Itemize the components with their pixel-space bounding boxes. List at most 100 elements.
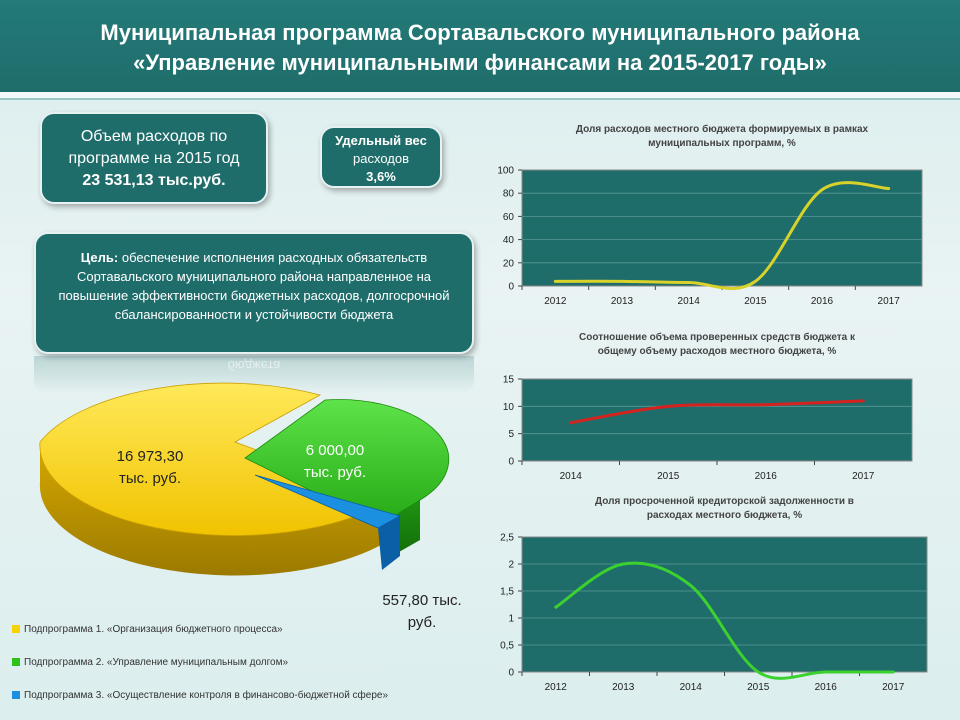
chart1-ytick-label: 60 — [503, 212, 515, 223]
chart2-ytick-label: 5 — [508, 429, 514, 440]
chart3-point — [554, 606, 557, 609]
expense-volume-box: Объем расходов по программе на 2015 год … — [40, 112, 268, 204]
line-chart-overdue-debt: Доля просроченной кредиторской задолженн… — [500, 496, 928, 693]
pie-slice-3-side — [378, 516, 400, 570]
chart3-ytick-label: 1 — [508, 614, 514, 625]
chart1-title-line2: муниципальных программ, % — [648, 138, 796, 149]
chart3-ytick-label: 2,5 — [500, 533, 514, 544]
header-divider — [0, 92, 960, 100]
chart3-ytick-label: 1,5 — [500, 587, 514, 598]
pie-label-3-value: 557,80 тыс. — [382, 592, 462, 609]
chart2-ytick-label: 10 — [503, 402, 515, 413]
line-chart-audited-funds: Соотношение объема проверенных средств б… — [503, 331, 913, 482]
goal-text: обеспечение исполнения расходных обязате… — [58, 250, 450, 322]
chart3-series-line — [554, 561, 895, 680]
header: Муниципальная программа Сортавальского м… — [0, 0, 960, 92]
chart1-xtick-label: 2013 — [611, 296, 634, 307]
pie-slice-3 — [254, 474, 402, 529]
share-line2: расходов — [353, 151, 409, 166]
chart2-ytick-label: 0 — [508, 457, 514, 468]
pie-label-3-unit: руб. — [407, 614, 437, 631]
chart1-xtick-label: 2014 — [678, 296, 701, 307]
chart1-xtick-label: 2017 — [878, 296, 901, 307]
chart3-title-line1: Доля просроченной кредиторской задолженн… — [595, 496, 854, 507]
goal-label: Цель: — [80, 250, 119, 265]
legend-item-2: Подпрограмма 2. «Управление муниципальны… — [12, 657, 288, 668]
chart1-plot-area — [521, 169, 923, 287]
chart1-xtick-label: 2015 — [744, 296, 767, 307]
chart1-ytick-label: 0 — [508, 282, 514, 293]
chart3-title-line2: расходах местного бюджета, % — [647, 509, 802, 521]
chart2-point — [764, 403, 767, 406]
chart2-title-line2: общему объему расходов местного бюджета,… — [598, 345, 837, 357]
chart3-xtick-label: 2012 — [545, 682, 568, 693]
legend-label-2: Подпрограмма 2. «Управление муниципальны… — [24, 657, 289, 668]
chart3-point — [622, 562, 625, 566]
pie-slice-1-side — [39, 442, 390, 576]
goal-reflection-text: бюджета — [227, 358, 281, 373]
chart1-point — [820, 188, 824, 191]
chart2-point — [862, 399, 865, 403]
legend-swatch-yellow — [12, 625, 20, 634]
chart2-title-line1: Соотношение объема проверенных средств б… — [579, 331, 856, 343]
chart1-point — [887, 187, 890, 190]
chart1-point — [754, 280, 757, 283]
chart3-xtick-label: 2013 — [612, 682, 635, 693]
expense-share-box: Удельный вес расходов 3,6% — [320, 126, 442, 188]
chart3-point — [892, 670, 895, 674]
chart1-ytick-label: 40 — [503, 235, 515, 246]
chart3-xtick-label: 2014 — [680, 682, 703, 693]
chart1-series-line — [553, 181, 891, 291]
chart3-point — [757, 670, 760, 674]
volume-value: 23 531,13 тыс.руб. — [82, 172, 226, 189]
chart1-ytick-label: 80 — [503, 189, 515, 200]
chart1-point — [620, 280, 624, 283]
pie-label-2: 6 000,00 тыс. руб. — [290, 440, 380, 484]
chart2-xtick-label: 2016 — [755, 471, 778, 482]
share-value: 3,6% — [366, 169, 396, 184]
chart2-xtick-label: 2014 — [560, 471, 583, 482]
share-line1: Удельный вес — [335, 133, 427, 148]
pie-label-1-unit: тыс. руб. — [118, 470, 182, 487]
chart1-point — [687, 281, 690, 284]
chart2-ytick-label: 15 — [503, 375, 515, 386]
page-title: Муниципальная программа Сортавальского м… — [100, 20, 860, 45]
pie-label-2-value: 6 000,00 — [305, 442, 365, 459]
volume-line1: Объем расходов по — [80, 128, 228, 145]
chart1-xtick-label: 2016 — [811, 296, 834, 307]
legend-swatch-green — [12, 658, 20, 667]
chart3-point — [689, 584, 692, 587]
page-subtitle: «Управление муниципальными финансами на … — [133, 50, 827, 75]
pie-slice-1 — [39, 382, 391, 536]
chart2-point — [667, 405, 670, 408]
legend-label-1: Подпрограмма 1. «Организация бюджетного … — [24, 624, 283, 635]
chart3-xtick-label: 2015 — [747, 682, 770, 693]
chart2-series-line — [569, 399, 865, 425]
legend-item-1: Подпрограмма 1. «Организация бюджетного … — [12, 624, 283, 635]
legend-swatch-blue — [12, 691, 20, 700]
pie-label-3: 557,80 тыс. руб. — [372, 590, 472, 634]
pie-slice-2 — [244, 399, 450, 526]
chart1-title-line1: Доля расходов местного бюджета формируем… — [576, 123, 869, 135]
chart3-ytick-label: 2 — [508, 560, 514, 571]
pie-label-2-unit: тыс. руб. — [303, 464, 367, 481]
chart2-xtick-label: 2017 — [852, 471, 875, 482]
chart1-xtick-label: 2012 — [544, 296, 567, 307]
chart1-point — [554, 280, 557, 283]
chart3-xtick-label: 2016 — [815, 682, 838, 693]
legend-item-3: Подпрограмма 3. «Осуществление контроля … — [12, 690, 388, 701]
volume-line2: программе на 2015 год — [68, 150, 240, 167]
goal-box: Цель: обеспечение исполнения расходных о… — [34, 232, 474, 354]
chart2-point — [569, 421, 572, 424]
chart3-point — [824, 670, 827, 674]
pie-chart — [39, 382, 450, 576]
chart2-xtick-label: 2015 — [657, 471, 680, 482]
chart1-ytick-label: 100 — [497, 166, 514, 177]
chart3-xtick-label: 2017 — [882, 682, 905, 693]
chart3-plot-area — [521, 536, 928, 673]
chart3-ytick-label: 0,5 — [500, 641, 514, 652]
chart1-ytick-label: 20 — [503, 258, 515, 269]
legend-label-3: Подпрограмма 3. «Осуществление контроля … — [24, 690, 389, 701]
pie-label-1: 16 973,30 тыс. руб. — [100, 446, 200, 490]
line-chart-program-share: Доля расходов местного бюджета формируем… — [497, 123, 923, 307]
